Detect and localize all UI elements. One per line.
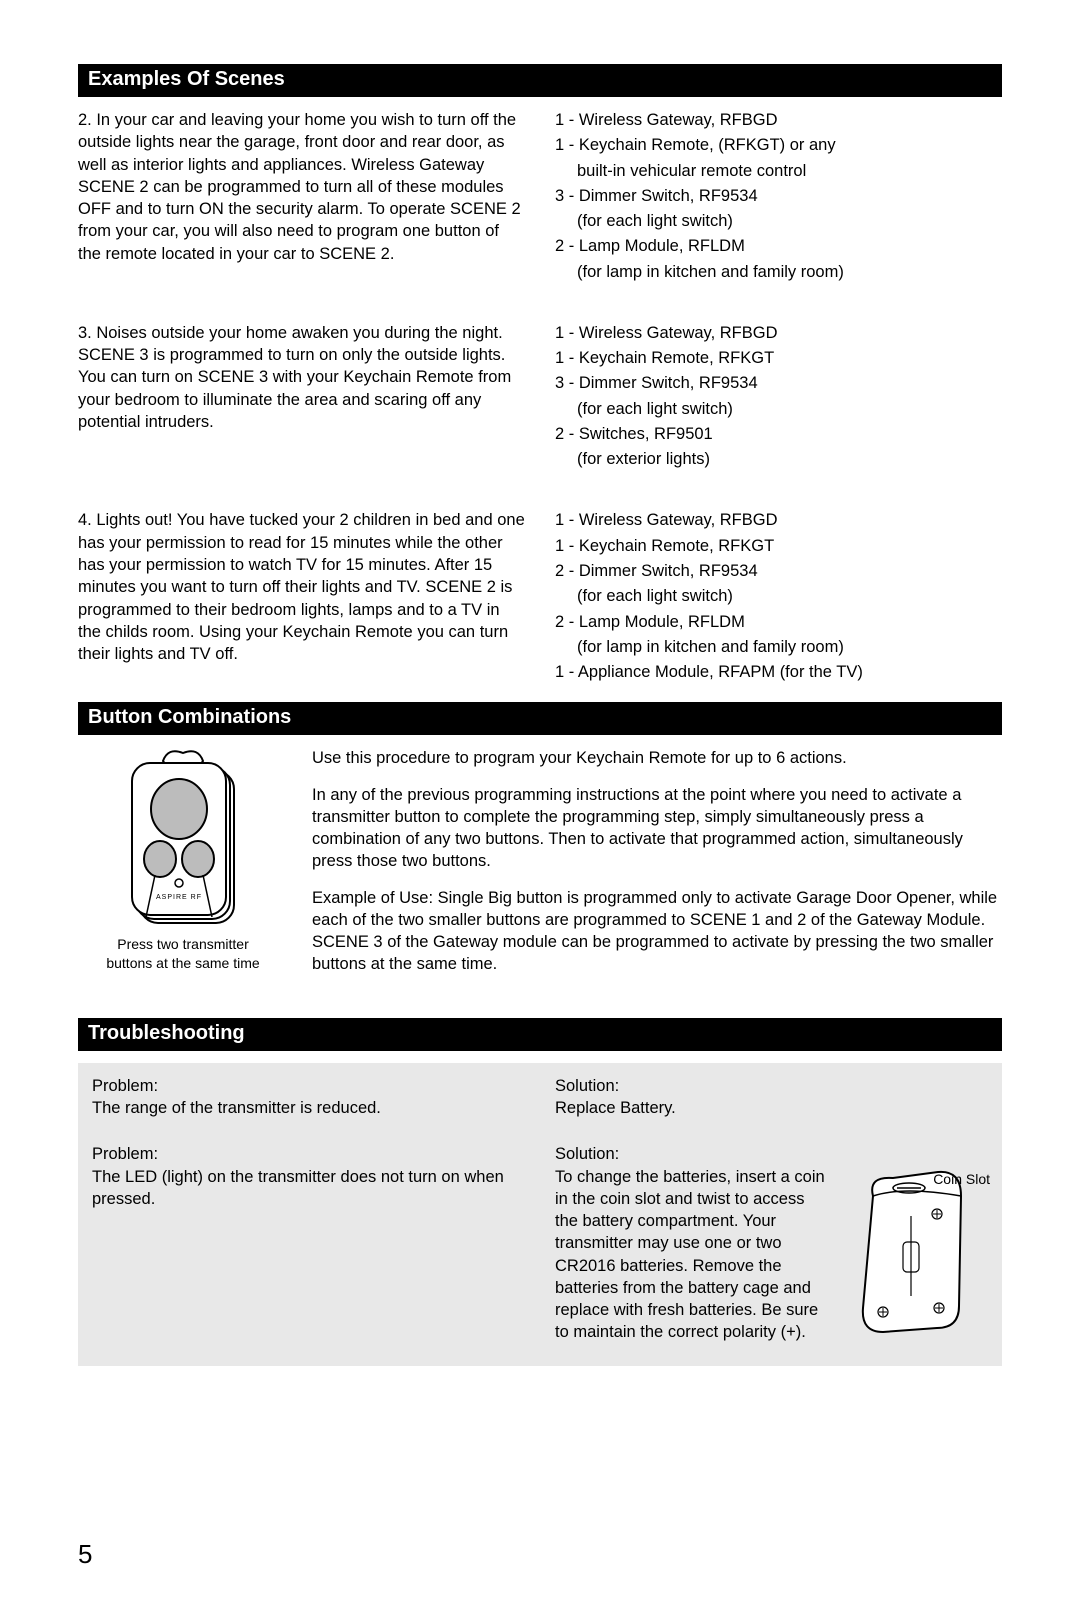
parts-list-line: (for each light switch)	[555, 210, 1002, 232]
parts-list-line: built-in vehicular remote control	[555, 160, 1002, 182]
trouble-problem-2: Problem: The LED (light) on the transmit…	[92, 1143, 525, 1343]
problem-label-1: Problem:	[92, 1075, 525, 1097]
parts-list-line: 2 - Lamp Module, RFLDM	[555, 611, 1002, 633]
button-combinations-text: Use this procedure to program your Keych…	[312, 747, 1002, 989]
example-2-parts: 1 - Wireless Gateway, RFBGD 1 - Keychain …	[555, 109, 1002, 286]
btncomb-p2: In any of the previous programming instr…	[312, 784, 1002, 873]
remote-back-icon	[843, 1166, 983, 1336]
solution-text-2: To change the batteries, insert a coin i…	[555, 1166, 828, 1344]
example-3-parts: 1 - Wireless Gateway, RFBGD 1 - Keychain …	[555, 322, 1002, 474]
trouble-row-2: Problem: The LED (light) on the transmit…	[92, 1143, 988, 1343]
remote-back-illustration: Coin Slot	[838, 1166, 988, 1344]
parts-list-line: 2 - Switches, RF9501	[555, 423, 1002, 445]
parts-list-line: (for each light switch)	[555, 398, 1002, 420]
header-button-combinations: Button Combinations	[78, 702, 1002, 735]
solution-text-1: Replace Battery.	[555, 1097, 988, 1119]
example-4-parts: 1 - Wireless Gateway, RFBGD 1 - Keychain …	[555, 509, 1002, 686]
remote-caption: Press two transmitter buttons at the sam…	[78, 935, 288, 971]
btncomb-p3: Example of Use: Single Big button is pro…	[312, 887, 1002, 976]
header-examples: Examples Of Scenes	[78, 64, 1002, 97]
parts-list-line: (for lamp in kitchen and family room)	[555, 261, 1002, 283]
problem-label-2: Problem:	[92, 1143, 525, 1165]
parts-list-line: 3 - Dimmer Switch, RF9534	[555, 185, 1002, 207]
parts-list-line: 1 - Wireless Gateway, RFBGD	[555, 322, 1002, 344]
example-row-2: 2. In your car and leaving your home you…	[78, 109, 1002, 286]
parts-list-line: (for exterior lights)	[555, 448, 1002, 470]
btncomb-p1: Use this procedure to program your Keych…	[312, 747, 1002, 769]
problem-text-2: The LED (light) on the transmitter does …	[92, 1166, 525, 1211]
trouble-solution-1: Solution: Replace Battery.	[555, 1075, 988, 1120]
parts-list-line: 3 - Dimmer Switch, RF9534	[555, 372, 1002, 394]
remote-illustration-box: ASPIRE RF Press two transmitter buttons …	[78, 747, 288, 989]
parts-list-line: 1 - Wireless Gateway, RFBGD	[555, 109, 1002, 131]
parts-list-line: 1 - Keychain Remote, RFKGT	[555, 535, 1002, 557]
coin-slot-label: Coin Slot	[933, 1170, 990, 1189]
example-row-4: 4. Lights out! You have tucked your 2 ch…	[78, 509, 1002, 686]
remote-caption-line2: buttons at the same time	[78, 954, 288, 972]
example-4-text: 4. Lights out! You have tucked your 2 ch…	[78, 509, 525, 686]
keychain-remote-icon: ASPIRE RF	[108, 747, 258, 927]
problem-text-1: The range of the transmitter is reduced.	[92, 1097, 525, 1119]
example-3-text: 3. Noises outside your home awaken you d…	[78, 322, 525, 474]
example-2-text: 2. In your car and leaving your home you…	[78, 109, 525, 286]
parts-list-line: 1 - Appliance Module, RFAPM (for the TV)	[555, 661, 1002, 683]
parts-list-line: 1 - Wireless Gateway, RFBGD	[555, 509, 1002, 531]
remote-brand-label: ASPIRE RF	[156, 894, 202, 901]
example-row-3: 3. Noises outside your home awaken you d…	[78, 322, 1002, 474]
parts-list-line: 2 - Dimmer Switch, RF9534	[555, 560, 1002, 582]
parts-list-line: (for lamp in kitchen and family room)	[555, 636, 1002, 658]
parts-list-line: 2 - Lamp Module, RFLDM	[555, 235, 1002, 257]
parts-list-line: 1 - Keychain Remote, RFKGT	[555, 347, 1002, 369]
trouble-row-1: Problem: The range of the transmitter is…	[92, 1075, 988, 1120]
remote-caption-line1: Press two transmitter	[78, 935, 288, 953]
solution-label-1: Solution:	[555, 1075, 988, 1097]
troubleshooting-box: Problem: The range of the transmitter is…	[78, 1063, 1002, 1366]
button-combinations-content: ASPIRE RF Press two transmitter buttons …	[78, 747, 1002, 989]
parts-list-line: (for each light switch)	[555, 585, 1002, 607]
solution-label-2: Solution:	[555, 1143, 988, 1165]
trouble-solution-2: Solution: To change the batteries, inser…	[555, 1143, 988, 1343]
header-troubleshooting: Troubleshooting	[78, 1018, 1002, 1051]
trouble-problem-1: Problem: The range of the transmitter is…	[92, 1075, 525, 1120]
page-number: 5	[78, 1539, 92, 1570]
parts-list-line: 1 - Keychain Remote, (RFKGT) or any	[555, 134, 1002, 156]
